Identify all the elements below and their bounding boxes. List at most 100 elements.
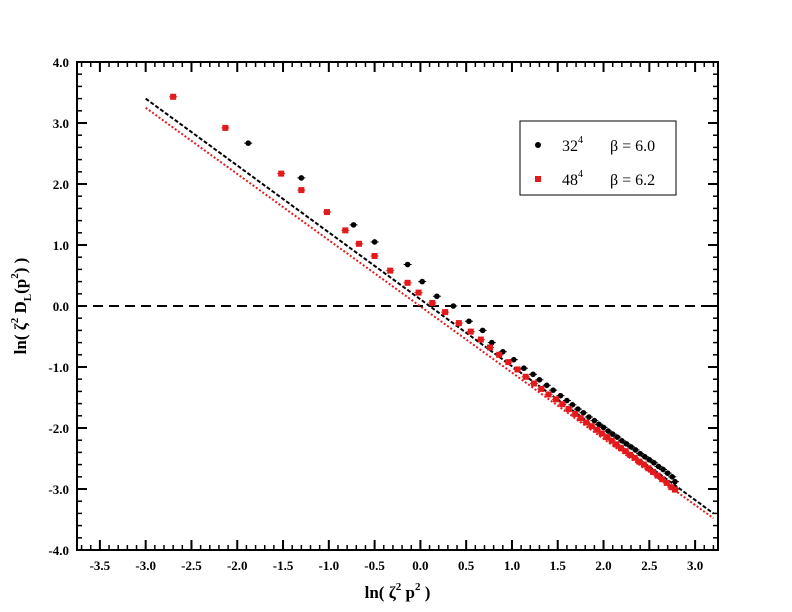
- data-point-series-2: [415, 289, 422, 296]
- data-point-series-1: [632, 447, 639, 453]
- data-point-series-1: [660, 466, 666, 473]
- data-point-series-2: [645, 465, 652, 472]
- x-tick-label: -3.0: [135, 558, 156, 573]
- y-axis-title: ln( ζ2 DL(p2) ): [9, 258, 34, 355]
- x-axis-title: ln( ζ2 p2 ): [365, 581, 431, 602]
- x-tick-label: -3.5: [90, 558, 111, 573]
- data-point-series-2: [565, 406, 572, 413]
- x-title-zeta: ζ: [384, 583, 396, 602]
- data-point-series-2: [627, 451, 634, 458]
- data-point-series-2: [617, 445, 624, 452]
- data-point-series-2: [371, 252, 378, 259]
- x-tick-label: 1.5: [550, 558, 567, 573]
- data-point-series-2: [404, 279, 411, 286]
- data-point-series-2: [342, 227, 349, 234]
- y-tick-label: -2.0: [48, 421, 69, 436]
- x-tick-label: 0.0: [412, 558, 428, 573]
- data-point-series-2: [356, 240, 363, 247]
- data-point-series-1: [586, 414, 592, 420]
- y-title-pre: ln(: [11, 334, 30, 354]
- data-point-series-2: [663, 479, 670, 486]
- data-point-series-2: [640, 461, 647, 468]
- x-tick-label: -0.5: [364, 558, 385, 573]
- data-point-series-1: [655, 463, 662, 470]
- data-point-series-2: [222, 124, 229, 131]
- data-point-series-1: [605, 428, 611, 434]
- legend-marker-32: [535, 142, 541, 148]
- data-point-series-2: [654, 472, 661, 479]
- legend-beta-48: β = 6.2: [610, 172, 655, 189]
- y-title-sup2: 2: [9, 273, 21, 279]
- legend-32-base: 32: [562, 138, 578, 155]
- data-point-series-1: [669, 474, 676, 480]
- data-point-series-2: [577, 415, 584, 422]
- data-point-series-1: [557, 392, 564, 399]
- data-point-series-2: [659, 476, 666, 483]
- data-point-series-2: [530, 380, 537, 387]
- data-point-series-1: [664, 470, 671, 476]
- data-point-series-1: [404, 261, 411, 268]
- x-tick-label: -1.5: [273, 558, 294, 573]
- y-tick-label: 0.0: [53, 299, 69, 314]
- legend-box: [519, 120, 677, 196]
- legend-label-48: 484: [562, 169, 583, 189]
- data-point-series-1: [450, 303, 457, 309]
- x-title-pre: ln(: [365, 583, 385, 602]
- legend-marker-48: [535, 176, 541, 182]
- data-point-series-2: [323, 209, 330, 216]
- data-point-series-1: [646, 456, 653, 463]
- legend-entry-32: 324 β = 6.0: [535, 135, 655, 155]
- data-point-series-2: [298, 187, 305, 194]
- data-point-series-2: [608, 437, 615, 444]
- data-point-series-2: [649, 468, 656, 475]
- data-point-series-1: [434, 293, 440, 300]
- data-point-series-1: [600, 424, 607, 431]
- legend-48-sup: 4: [578, 169, 583, 180]
- data-point-series-2: [594, 426, 601, 433]
- data-point-series-2: [671, 486, 678, 493]
- data-point-series-1: [641, 453, 648, 460]
- data-point-series-2: [538, 385, 545, 392]
- data-point-series-2: [170, 93, 177, 100]
- y-tick-label: -3.0: [48, 482, 69, 497]
- fit-line-2: [145, 106, 715, 520]
- axis-ticks-layer: -3.5 -3.0 -2.5 -2.0 -1.5 -1.0 -0.5 0.0 0.5 1.0 1.5…: [48, 55, 718, 573]
- x-tick-label: 0.5: [458, 558, 475, 573]
- data-point-series-2: [545, 391, 552, 398]
- data-point-series-2: [514, 366, 521, 373]
- data-point-series-2: [631, 454, 638, 461]
- data-point-series-1: [628, 444, 634, 450]
- data-point-series-1: [637, 450, 643, 457]
- data-point-series-2: [505, 359, 512, 366]
- data-point-series-1: [530, 371, 536, 378]
- data-point-series-1: [536, 377, 543, 383]
- data-point-series-2: [522, 373, 529, 380]
- data-point-series-2: [583, 419, 590, 426]
- legend-32-sup: 4: [578, 135, 583, 146]
- data-point-series-2: [572, 410, 579, 417]
- x-title-sup: 2: [396, 581, 402, 593]
- y-tick-label: 2.0: [53, 177, 69, 192]
- y-title-arg: (p: [11, 279, 30, 294]
- x-tick-label: -2.0: [227, 558, 248, 573]
- data-point-series-2: [613, 441, 620, 448]
- data-point-series-1: [580, 409, 587, 416]
- data-point-series-2: [455, 320, 462, 327]
- data-point-series-1: [350, 222, 357, 228]
- y-tick-label: -1.0: [48, 360, 69, 375]
- legend-48-base: 48: [562, 172, 578, 189]
- data-point-series-1: [596, 421, 602, 428]
- data-point-series-1: [591, 417, 598, 424]
- x-tick-label: 3.0: [687, 558, 703, 573]
- x-title-p: p: [401, 583, 415, 602]
- data-point-series-2: [387, 267, 394, 274]
- data-point-series-1: [245, 140, 252, 146]
- x-tick-label: -1.0: [319, 558, 340, 573]
- legend-beta-32: β = 6.0: [610, 138, 655, 155]
- data-point-series-2: [278, 170, 285, 177]
- x-tick-label: 1.0: [504, 558, 520, 573]
- data-point-series-1: [619, 438, 625, 444]
- data-point-series-1: [479, 327, 486, 334]
- y-tick-label: -4.0: [48, 543, 69, 558]
- y-tick-label: 1.0: [53, 238, 69, 253]
